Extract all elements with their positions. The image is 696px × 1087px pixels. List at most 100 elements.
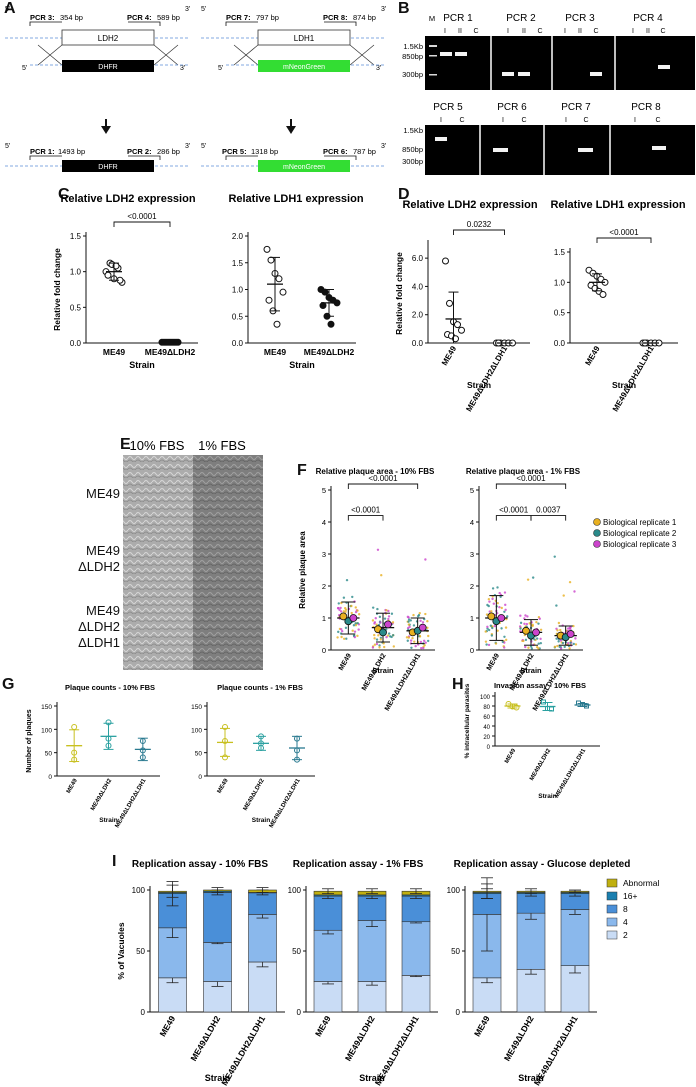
lane-label: I [632, 28, 634, 35]
y-tick-label: 50 [451, 947, 460, 956]
data-point [535, 645, 539, 649]
data-point [379, 621, 382, 624]
data-point [496, 586, 499, 589]
data-point [424, 641, 427, 644]
y-tick-label: 0 [470, 646, 474, 655]
three-prime-label: 3' [185, 6, 190, 13]
column-10-fbs: 10% FBS [130, 438, 185, 453]
panel-label-f: F [297, 462, 307, 479]
legend-swatch [606, 904, 618, 914]
gel-pcr6-label: PCR 6 [497, 102, 527, 113]
data-point [374, 616, 377, 620]
replicate-mean-point [379, 628, 387, 637]
data-point [387, 615, 391, 618]
three-prime-label: 3' [376, 65, 381, 72]
data-point [392, 645, 396, 648]
y-tick-label: 1 [470, 614, 474, 623]
x-axis-label: Strain [359, 1073, 385, 1083]
category-label: ME49ΔLDH2 [243, 777, 266, 811]
data-point [357, 613, 361, 616]
replicate-mean-point [487, 612, 496, 621]
data-point [342, 596, 346, 599]
row-label-dko: ME49 [86, 603, 120, 618]
pcr4-bp: 589 bp [157, 13, 180, 22]
data-point [375, 623, 378, 626]
ldh2-gene-box [61, 29, 155, 46]
lane-label: C [459, 117, 464, 124]
data-point [424, 558, 427, 561]
y-tick-label: 0 [198, 774, 202, 781]
gel-band [440, 52, 452, 56]
data-point [71, 724, 78, 730]
replicate-mean-point [532, 628, 540, 637]
replicate-mean-point [522, 626, 530, 635]
data-point [572, 642, 575, 646]
y-tick-label: 100 [132, 886, 146, 895]
legend-label: Biological replicate 1 [603, 518, 677, 527]
gel-row1 [425, 36, 695, 90]
significance-bracket [113, 221, 171, 227]
data-point [265, 296, 273, 304]
data-point [354, 624, 358, 627]
down-arrow-icon [101, 126, 111, 134]
data-point [337, 602, 340, 605]
ladder-850bp: 850bp [402, 52, 423, 61]
y-tick-label: 0.5 [554, 309, 566, 318]
y-tick-label: 0.0 [554, 339, 566, 348]
p-value-label: <0.0001 [351, 506, 381, 515]
data-point [535, 620, 538, 624]
plaque-image [123, 455, 263, 670]
mneongreen-label: mNeonGreen [283, 64, 325, 71]
replicate-mean-point [497, 614, 506, 622]
panel-label-h: H [452, 676, 464, 693]
chart-g1: Plaque counts - 10% FBS 0 50 100 150 Number o… [15, 676, 170, 829]
panel-label-b: B [398, 0, 410, 17]
lane-label: II [578, 28, 582, 35]
data-point [421, 621, 425, 624]
data-point [504, 608, 507, 612]
data-point [530, 647, 534, 650]
chart-h: Invasion assay - 10% FBS 0 20 40 60 80 100 % in… [460, 676, 620, 826]
data-point [454, 321, 461, 329]
dhfr-cassette-integrated [62, 160, 154, 172]
data-point [385, 635, 388, 639]
data-point [350, 611, 353, 615]
gel-band [658, 65, 670, 69]
mneongreen-cassette [258, 60, 350, 72]
pcr7-bp: 797 bp [256, 13, 279, 22]
y-tick-label: 0.5 [232, 312, 244, 321]
category-label: ME49ΔLDH2ΔLDH1 [611, 344, 656, 413]
row-label-me49: ME49 [86, 486, 120, 501]
p-value-label: <0.0001 [127, 212, 157, 221]
lane-label: I [507, 28, 509, 35]
data-point [339, 610, 343, 613]
five-prime-label: 5' [5, 6, 10, 13]
bar-segment [313, 895, 343, 931]
data-point [523, 622, 526, 625]
significance-bracket [495, 515, 532, 521]
data-point [539, 628, 543, 632]
chart-title: Relative LDH1 expression [550, 199, 685, 211]
data-point [485, 643, 488, 646]
data-point [337, 630, 340, 634]
data-point [519, 627, 522, 630]
panel-label-e: E [120, 436, 131, 453]
bar-segment [401, 921, 431, 976]
data-point [371, 646, 375, 649]
category-label: ME49ΔLDH2ΔLDH1 [384, 652, 423, 712]
y-tick-label: 1.0 [232, 286, 244, 295]
bar-segment [313, 981, 343, 1013]
chart-title: Relative LDH1 expression [228, 193, 363, 205]
significance-bracket [596, 237, 652, 243]
panel-label-c: C [58, 186, 70, 203]
panel-label-a: A [4, 0, 16, 17]
data-point [518, 625, 522, 628]
data-point [408, 625, 411, 629]
y-tick-label: 0 [487, 745, 491, 751]
data-point [382, 642, 385, 645]
data-point [572, 624, 575, 628]
data-point [344, 608, 348, 612]
data-point [383, 645, 386, 649]
gel-band [590, 72, 602, 76]
pcr8-label: PCR 8: [323, 13, 348, 22]
